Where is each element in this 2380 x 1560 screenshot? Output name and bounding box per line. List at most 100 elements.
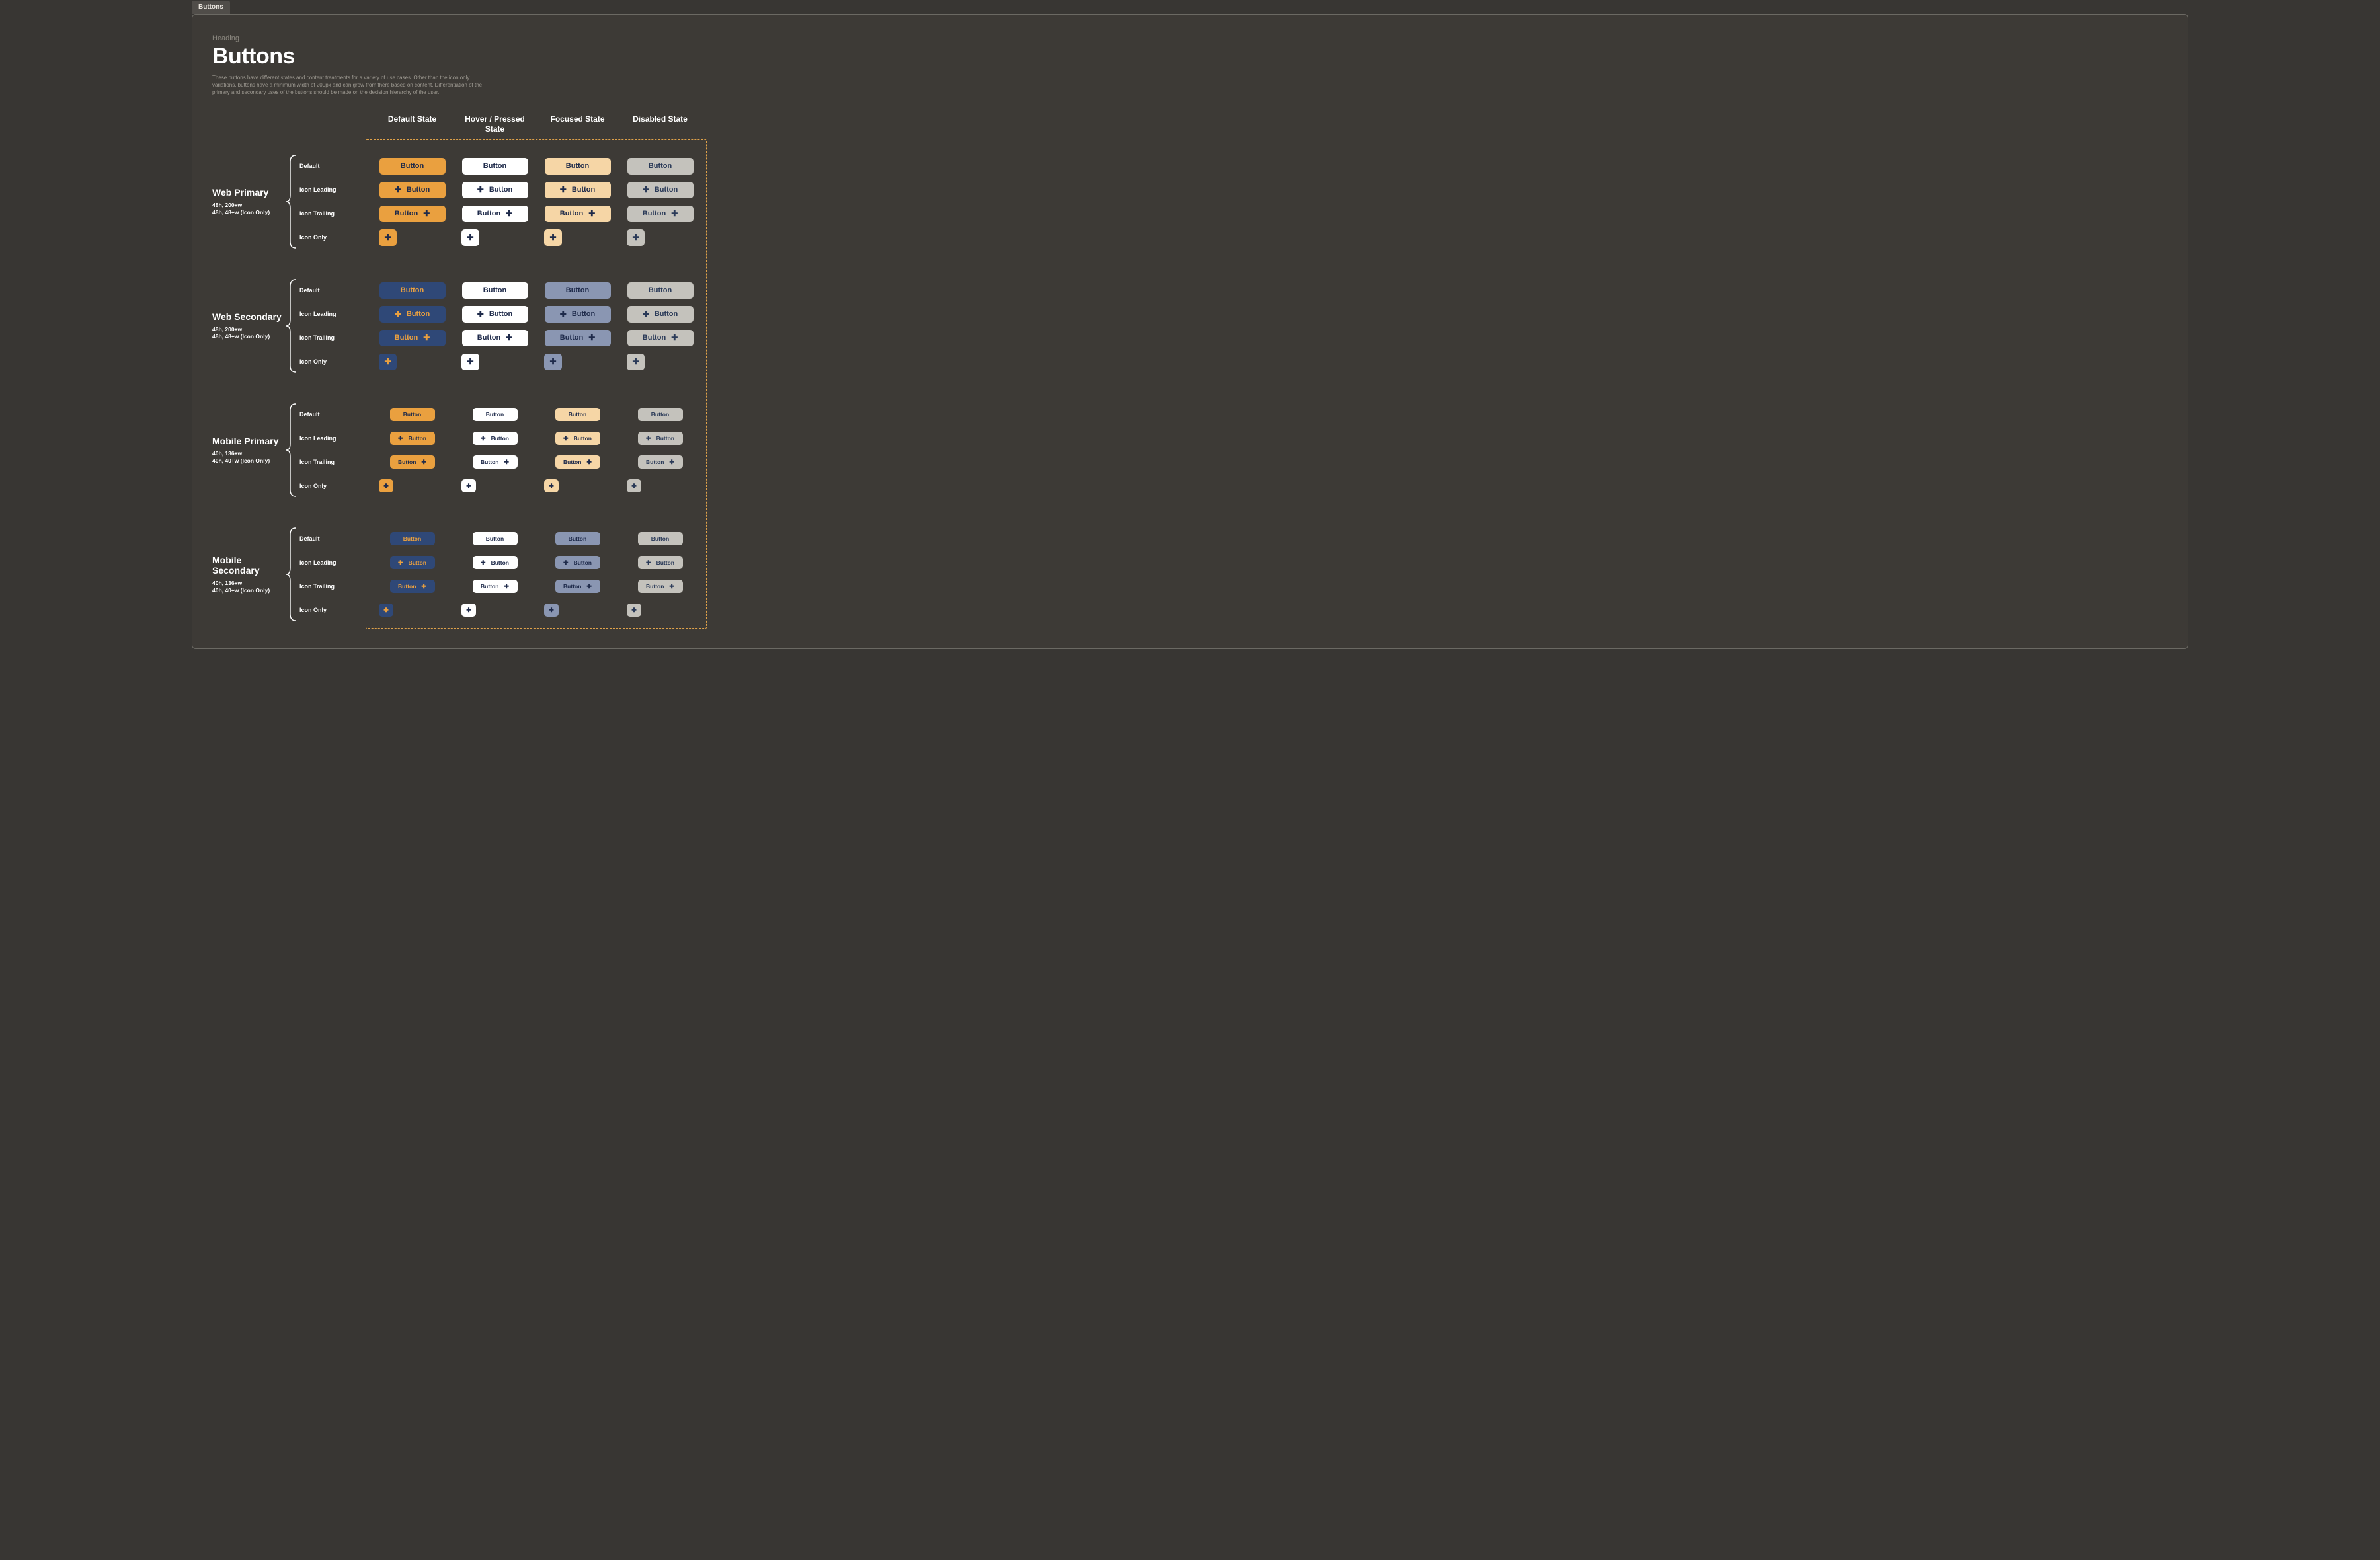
sample-button[interactable]: Button✚ xyxy=(638,455,683,469)
sample-button[interactable]: ✚ xyxy=(627,479,641,492)
sample-button[interactable]: ✚ xyxy=(627,229,645,246)
button-label: Button xyxy=(483,162,506,170)
sample-button[interactable]: ✚ xyxy=(627,354,645,370)
sample-button[interactable]: ✚Button xyxy=(390,432,435,445)
button-label: Button xyxy=(403,411,421,418)
sample-button[interactable]: Button✚ xyxy=(627,206,694,222)
sample-button[interactable]: Button✚ xyxy=(379,330,446,346)
sample-button[interactable]: Button xyxy=(473,408,518,421)
tab-buttons[interactable]: Buttons xyxy=(192,1,230,14)
brace xyxy=(285,278,299,373)
sample-button[interactable]: ✚ xyxy=(461,229,479,246)
row-label-default: Default xyxy=(299,278,371,302)
cell: ✚Button xyxy=(619,432,701,445)
section-meta-2: 48h, 48+w (Icon Only) xyxy=(212,209,285,217)
sample-button[interactable]: ✚Button xyxy=(555,556,600,569)
sample-button[interactable]: ✚Button xyxy=(473,556,518,569)
row-label-icon_trailing: Icon Trailing xyxy=(299,326,371,350)
cell: Button xyxy=(454,408,536,421)
sample-button[interactable]: ✚ xyxy=(627,604,641,617)
row-label-default: Default xyxy=(299,403,371,426)
sample-button[interactable]: Button✚ xyxy=(379,206,446,222)
sample-button[interactable]: ✚ xyxy=(544,479,559,492)
plus-icon: ✚ xyxy=(423,210,430,217)
sample-button[interactable]: ✚Button xyxy=(462,306,528,323)
button-label: Button xyxy=(654,310,678,318)
plus-icon: ✚ xyxy=(504,459,509,465)
cell: ✚ xyxy=(619,229,701,246)
sample-button[interactable]: Button xyxy=(638,408,683,421)
button-label: Button xyxy=(574,559,592,566)
sample-button[interactable]: ✚ xyxy=(379,354,397,370)
sample-button[interactable]: Button xyxy=(390,532,435,545)
button-row: Button✚ Button✚ Button✚ Button✚ xyxy=(371,450,701,474)
sample-button[interactable]: Button xyxy=(473,532,518,545)
sample-button[interactable]: ✚Button xyxy=(627,306,694,323)
sample-button[interactable]: ✚ xyxy=(544,229,562,246)
sample-button[interactable]: Button xyxy=(638,532,683,545)
sample-button[interactable]: Button✚ xyxy=(462,206,528,222)
sample-button[interactable]: ✚ xyxy=(379,479,393,492)
plus-icon: ✚ xyxy=(586,584,592,590)
sample-button[interactable]: Button xyxy=(379,158,446,175)
sample-button[interactable]: ✚Button xyxy=(555,432,600,445)
button-label: Button xyxy=(407,310,430,318)
sample-button[interactable]: ✚Button xyxy=(545,182,611,198)
sample-button[interactable]: Button✚ xyxy=(545,330,611,346)
sample-button[interactable]: Button xyxy=(627,158,694,175)
sample-button[interactable]: ✚ xyxy=(544,604,559,617)
sample-button[interactable]: Button xyxy=(462,282,528,299)
button-label: Button xyxy=(486,535,504,542)
plus-icon: ✚ xyxy=(506,334,512,342)
sample-button[interactable]: ✚ xyxy=(461,354,479,370)
page-title: Buttons xyxy=(212,44,2168,69)
sample-button[interactable]: Button✚ xyxy=(390,455,435,469)
plus-icon: ✚ xyxy=(466,483,471,489)
sample-button[interactable]: Button✚ xyxy=(390,580,435,593)
button-label: Button xyxy=(649,286,672,294)
sample-button[interactable]: Button xyxy=(545,282,611,299)
cell: Button xyxy=(371,532,454,545)
cell: ✚Button xyxy=(371,556,454,569)
button-row: ✚Button ✚Button ✚Button ✚Button xyxy=(371,302,701,326)
sample-button[interactable]: Button✚ xyxy=(638,580,683,593)
sample-button[interactable]: ✚Button xyxy=(390,556,435,569)
sample-button[interactable]: Button✚ xyxy=(462,330,528,346)
sample-button[interactable]: ✚Button xyxy=(638,556,683,569)
sample-button[interactable]: ✚ xyxy=(461,604,476,617)
plus-icon: ✚ xyxy=(467,358,473,366)
sample-button[interactable]: ✚ xyxy=(461,479,476,492)
plus-icon: ✚ xyxy=(383,607,389,613)
section-meta-2: 40h, 40+w (Icon Only) xyxy=(212,457,285,465)
button-label: Button xyxy=(569,535,586,542)
sample-button[interactable]: Button xyxy=(555,532,600,545)
sample-button[interactable]: ✚ xyxy=(379,229,397,246)
sample-button[interactable]: ✚ xyxy=(379,604,393,617)
sample-button[interactable]: Button xyxy=(545,158,611,175)
sample-button[interactable]: Button✚ xyxy=(473,455,518,469)
sample-button[interactable]: ✚Button xyxy=(473,432,518,445)
sample-button[interactable]: ✚ xyxy=(544,354,562,370)
sample-button[interactable]: Button✚ xyxy=(555,580,600,593)
plus-icon: ✚ xyxy=(421,584,426,590)
cell: ✚ xyxy=(454,479,536,492)
sample-button[interactable]: Button xyxy=(462,158,528,175)
sample-button[interactable]: Button✚ xyxy=(545,206,611,222)
sample-button[interactable]: ✚Button xyxy=(462,182,528,198)
sample-button[interactable]: ✚Button xyxy=(379,182,446,198)
sample-button[interactable]: ✚Button xyxy=(627,182,694,198)
sample-button[interactable]: Button xyxy=(627,282,694,299)
section-title: Mobile Secondary xyxy=(212,555,285,576)
sample-button[interactable]: Button xyxy=(555,408,600,421)
sample-button[interactable]: Button✚ xyxy=(473,580,518,593)
plus-icon: ✚ xyxy=(398,436,403,442)
button-label: Button xyxy=(651,411,669,418)
sample-button[interactable]: Button✚ xyxy=(555,455,600,469)
sample-button[interactable]: ✚Button xyxy=(379,306,446,323)
sample-button[interactable]: Button xyxy=(390,408,435,421)
row-label-icon_only: Icon Only xyxy=(299,225,371,249)
sample-button[interactable]: ✚Button xyxy=(545,306,611,323)
sample-button[interactable]: Button xyxy=(379,282,446,299)
sample-button[interactable]: Button✚ xyxy=(627,330,694,346)
sample-button[interactable]: ✚Button xyxy=(638,432,683,445)
